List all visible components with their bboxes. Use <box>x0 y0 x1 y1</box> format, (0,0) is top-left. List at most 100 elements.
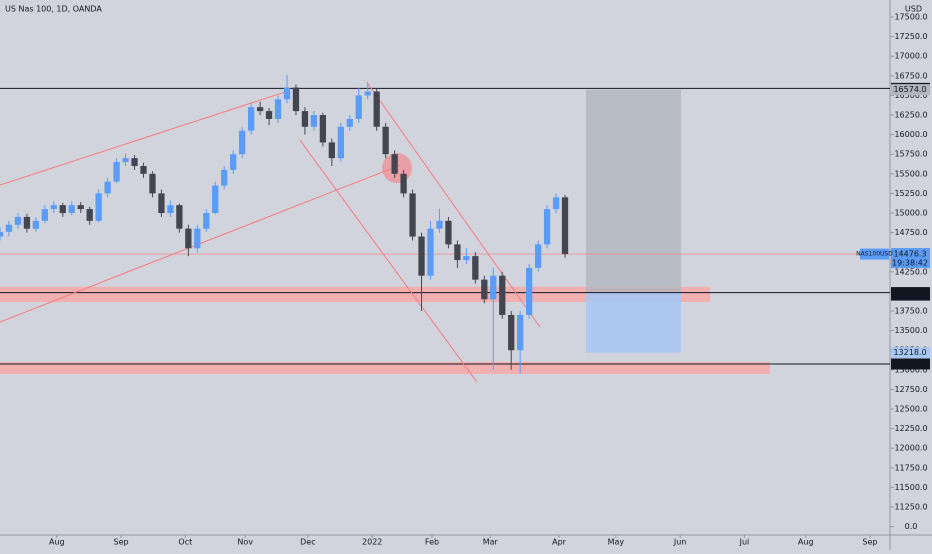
candle-body <box>167 205 174 214</box>
candle-body <box>283 87 291 100</box>
candle-body <box>436 220 443 229</box>
y-tick-label: 11250.0 <box>894 503 927 512</box>
candle-body <box>86 209 93 221</box>
price-label-box <box>891 289 930 301</box>
candle-body <box>230 154 237 170</box>
candle-body <box>41 209 48 221</box>
x-tick-label: Nov <box>237 538 253 547</box>
y-tick-label: 13000.0 <box>894 365 927 374</box>
x-tick-label: Oct <box>178 538 192 547</box>
candle-body <box>400 173 407 194</box>
candle-body <box>526 267 533 315</box>
candle-body <box>113 162 120 182</box>
candle-body <box>239 130 246 155</box>
y-tick-label: 11500.0 <box>894 483 927 492</box>
candle-body <box>337 126 344 159</box>
y-tick-label: 17500.0 <box>894 13 927 22</box>
candle-body <box>418 236 425 276</box>
candle-body <box>561 197 569 255</box>
candle-body <box>328 142 335 159</box>
candle-body <box>158 193 165 214</box>
y-tick-label: 16000.0 <box>894 130 927 139</box>
y-tick-label: 0.0 <box>905 522 918 531</box>
candle-body <box>23 216 31 229</box>
candle-body <box>310 115 318 127</box>
trend-line <box>0 91 286 186</box>
x-tick-label: Mar <box>483 538 499 547</box>
y-tick-label: 16250.0 <box>894 111 927 120</box>
candle-body <box>517 314 524 351</box>
chart-title: US Nas 100, 1D, OANDA <box>5 5 102 14</box>
price-label: 16574.0 <box>893 85 926 94</box>
y-tick-label: 11750.0 <box>894 463 927 472</box>
x-tick-label: Sep <box>114 538 129 547</box>
y-tick-label: 13500.0 <box>894 326 927 335</box>
candle-body <box>14 216 22 225</box>
x-tick-label: 2022 <box>362 538 382 547</box>
candle-body <box>463 256 470 261</box>
plot-background <box>0 0 890 535</box>
candle-body <box>140 165 147 174</box>
candle-body <box>212 185 219 214</box>
price-label-box <box>891 358 930 370</box>
candle-body <box>499 275 506 315</box>
y-tick-label: 15000.0 <box>894 209 927 218</box>
candle-body <box>481 279 488 300</box>
x-tick-label: May <box>608 538 625 547</box>
candle-body <box>409 193 416 237</box>
candle-body <box>454 244 461 261</box>
y-tick-label: 15500.0 <box>894 169 927 178</box>
candle-body <box>543 209 551 245</box>
y-tick-label: 16500.0 <box>894 91 927 100</box>
candle-body <box>373 91 380 127</box>
candle-body <box>59 205 66 214</box>
candle-body <box>265 111 273 119</box>
x-tick-label: Jun <box>673 538 687 547</box>
price-label: 13953.2 <box>893 291 926 300</box>
candle-body <box>247 107 255 131</box>
candle-body <box>364 91 371 96</box>
price-label: 13218.0 <box>893 348 926 357</box>
symbol-box <box>860 248 889 260</box>
y-tick-label: 15250.0 <box>894 189 927 198</box>
candle-body <box>185 228 192 249</box>
price-label: 13074.4 <box>893 359 926 368</box>
candle-body <box>292 87 300 112</box>
candle-body <box>5 224 13 232</box>
candle-body <box>104 181 111 194</box>
candle-body <box>508 314 515 351</box>
candle-body <box>194 228 201 249</box>
candle-body <box>176 205 183 229</box>
current-label: 14476.3 <box>893 250 926 259</box>
candle-body <box>122 158 129 163</box>
y-tick-label: 12000.0 <box>894 444 927 453</box>
candle-body <box>203 213 210 229</box>
candle-body <box>77 205 84 210</box>
y-tick-label: 12250.0 <box>894 424 927 433</box>
y-tick-label: 12500.0 <box>894 405 927 414</box>
x-tick-label: Aug <box>798 538 814 547</box>
x-tick-label: Sep <box>862 538 877 547</box>
candle-body <box>301 111 309 127</box>
candle-body <box>221 169 228 186</box>
x-tick-label: Dec <box>300 538 315 547</box>
zone <box>0 286 711 302</box>
y-tick-label: 15750.0 <box>894 150 927 159</box>
candle-body <box>149 173 156 194</box>
candle-body <box>490 275 497 300</box>
currency: USD <box>905 5 922 14</box>
candle-body <box>50 205 57 210</box>
current-label-box <box>891 248 930 269</box>
candle-body <box>427 228 434 276</box>
y-tick-label: 12750.0 <box>894 385 927 394</box>
reward-box <box>585 292 682 353</box>
candle-body <box>534 244 542 268</box>
risk-box <box>585 89 682 293</box>
countdown: 19:38:42 <box>892 259 928 268</box>
x-tick-label: Aug <box>49 538 65 547</box>
x-tick-label: Apr <box>552 538 567 547</box>
candle-body <box>552 197 560 210</box>
y-tick-label: 17000.0 <box>894 52 927 61</box>
